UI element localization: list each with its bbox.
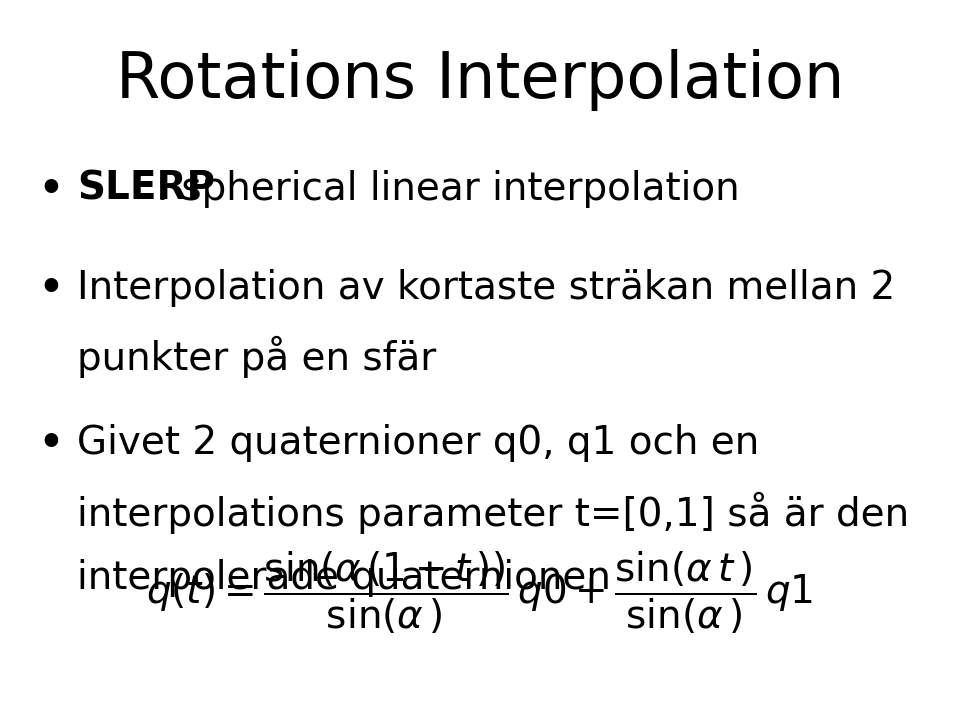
Text: •: •	[38, 170, 63, 208]
Text: •: •	[38, 269, 63, 307]
Text: : spherical linear interpolation: : spherical linear interpolation	[156, 170, 739, 208]
Text: $q(t) = \dfrac{\sin(\alpha\,(1-t\,))}{\sin(\alpha\,)}\,q0 + \dfrac{\sin(\alpha\,: $q(t) = \dfrac{\sin(\alpha\,(1-t\,))}{\s…	[147, 550, 813, 636]
Text: Givet 2 quaternioner q0, q1 och en: Givet 2 quaternioner q0, q1 och en	[77, 424, 759, 462]
Text: punkter på en sfär: punkter på en sfär	[77, 336, 436, 378]
Text: SLERP: SLERP	[77, 170, 215, 208]
Text: Interpolation av kortaste sträkan mellan 2: Interpolation av kortaste sträkan mellan…	[77, 269, 895, 307]
Text: Rotations Interpolation: Rotations Interpolation	[116, 49, 844, 112]
Text: •: •	[38, 424, 63, 462]
Text: interpolations parameter t=[0,1] så är den: interpolations parameter t=[0,1] så är d…	[77, 491, 909, 534]
Text: interpolerade quaternionen: interpolerade quaternionen	[77, 559, 611, 597]
